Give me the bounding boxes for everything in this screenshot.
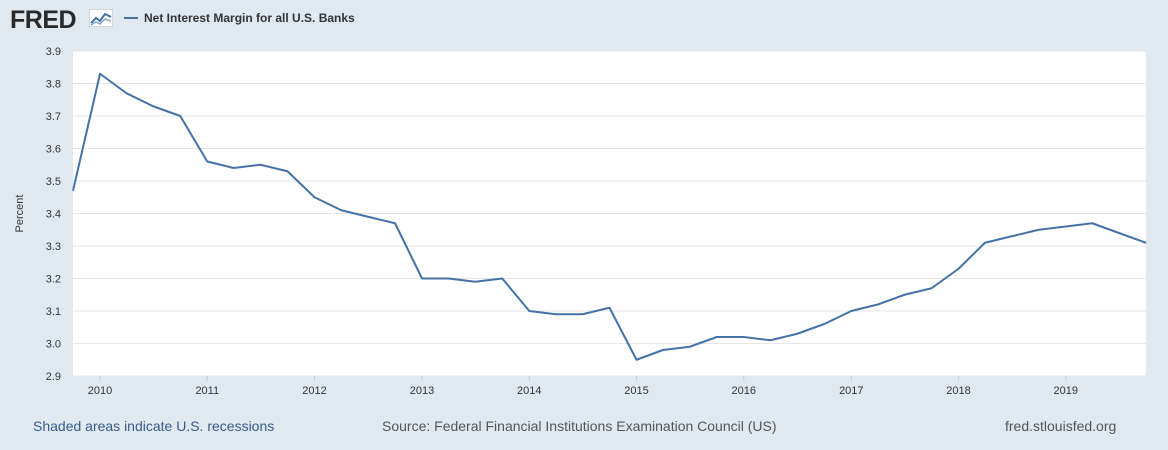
data-point[interactable] bbox=[633, 356, 641, 364]
data-point[interactable] bbox=[364, 213, 372, 221]
x-tick-label: 2010 bbox=[88, 385, 112, 397]
recession-note-link[interactable]: Shaded areas indicate U.S. recessions bbox=[33, 418, 275, 434]
y-tick-label: 3.2 bbox=[46, 274, 61, 286]
x-tick-label: 2014 bbox=[517, 385, 541, 397]
x-tick-label: 2017 bbox=[839, 385, 863, 397]
data-point[interactable] bbox=[283, 167, 291, 175]
data-point[interactable] bbox=[1008, 232, 1016, 240]
x-tick-label: 2019 bbox=[1054, 385, 1078, 397]
series-line[interactable] bbox=[72, 72, 1147, 361]
data-point[interactable] bbox=[1142, 239, 1150, 247]
x-axis-ticks: 2010 2011 2012 2013 2014 2015 2016 2017 2018 2019 bbox=[88, 376, 1078, 397]
data-point[interactable] bbox=[311, 193, 319, 201]
data-point[interactable] bbox=[498, 275, 506, 283]
y-tick-label: 2.9 bbox=[46, 371, 61, 383]
data-point[interactable] bbox=[1035, 226, 1043, 234]
chart-header: FRED Net Interest Margin for all U.S. Ba… bbox=[0, 0, 1168, 40]
y-tick-label: 3.4 bbox=[46, 209, 61, 221]
y-tick-label: 3.6 bbox=[46, 144, 61, 156]
data-point[interactable] bbox=[713, 333, 721, 341]
data-point[interactable] bbox=[69, 187, 77, 195]
y-axis-title: Percent bbox=[14, 195, 26, 233]
y-tick-label: 3.9 bbox=[46, 46, 61, 58]
data-point[interactable] bbox=[552, 310, 560, 318]
data-point[interactable] bbox=[767, 336, 775, 344]
data-point[interactable] bbox=[444, 275, 452, 283]
x-tick-label: 2011 bbox=[195, 385, 219, 397]
x-tick-label: 2012 bbox=[302, 385, 326, 397]
data-point[interactable] bbox=[659, 346, 667, 354]
y-tick-label: 3.1 bbox=[46, 306, 61, 318]
fred-graph-icon bbox=[89, 9, 113, 27]
data-point[interactable] bbox=[955, 265, 963, 273]
y-tick-label: 3.8 bbox=[46, 79, 61, 91]
data-point[interactable] bbox=[740, 333, 748, 341]
data-point[interactable] bbox=[525, 307, 533, 315]
data-point[interactable] bbox=[337, 206, 345, 214]
legend-label: Net Interest Margin for all U.S. Banks bbox=[144, 11, 355, 25]
data-point[interactable] bbox=[96, 70, 104, 78]
y-axis-ticks: 2.9 3.0 3.1 3.2 3.3 3.4 3.5 3.6 3.7 3.8 3.9 bbox=[46, 46, 61, 383]
site-link[interactable]: fred.stlouisfed.org bbox=[1005, 418, 1117, 434]
data-point[interactable] bbox=[686, 343, 694, 351]
legend[interactable]: Net Interest Margin for all U.S. Banks bbox=[124, 11, 355, 25]
data-point[interactable] bbox=[418, 275, 426, 283]
x-tick-label: 2018 bbox=[946, 385, 970, 397]
data-point[interactable] bbox=[1115, 229, 1123, 237]
data-point[interactable] bbox=[122, 89, 130, 97]
data-point[interactable] bbox=[471, 278, 479, 286]
y-tick-label: 3.5 bbox=[46, 176, 61, 188]
data-point[interactable] bbox=[981, 239, 989, 247]
data-point[interactable] bbox=[578, 310, 586, 318]
data-point[interactable] bbox=[203, 158, 211, 166]
x-tick-label: 2013 bbox=[410, 385, 434, 397]
y-tick-label: 3.0 bbox=[46, 339, 61, 351]
data-point[interactable] bbox=[874, 301, 882, 309]
chart-area[interactable]: 2.93.03.13.23.33.43.53.63.73.83.9 2010 20… bbox=[0, 0, 1168, 410]
data-point[interactable] bbox=[149, 102, 157, 110]
data-point[interactable] bbox=[820, 320, 828, 328]
data-point[interactable] bbox=[900, 291, 908, 299]
data-point[interactable] bbox=[1088, 219, 1096, 227]
legend-swatch bbox=[124, 17, 138, 19]
data-point[interactable] bbox=[230, 164, 238, 172]
x-tick-label: 2016 bbox=[732, 385, 756, 397]
gridlines bbox=[73, 50, 1146, 377]
source-note: Source: Federal Financial Institutions E… bbox=[382, 418, 777, 434]
data-point[interactable] bbox=[606, 304, 614, 312]
x-tick-label: 2015 bbox=[624, 385, 648, 397]
y-tick-label: 3.7 bbox=[46, 111, 61, 123]
data-point[interactable] bbox=[928, 284, 936, 292]
data-point[interactable] bbox=[847, 307, 855, 315]
data-point[interactable] bbox=[176, 112, 184, 120]
fred-logo[interactable]: FRED bbox=[10, 6, 77, 34]
data-point[interactable] bbox=[256, 161, 264, 169]
y-tick-label: 3.3 bbox=[46, 241, 61, 253]
data-point[interactable] bbox=[1062, 223, 1070, 231]
data-point[interactable] bbox=[391, 219, 399, 227]
data-point[interactable] bbox=[793, 330, 801, 338]
